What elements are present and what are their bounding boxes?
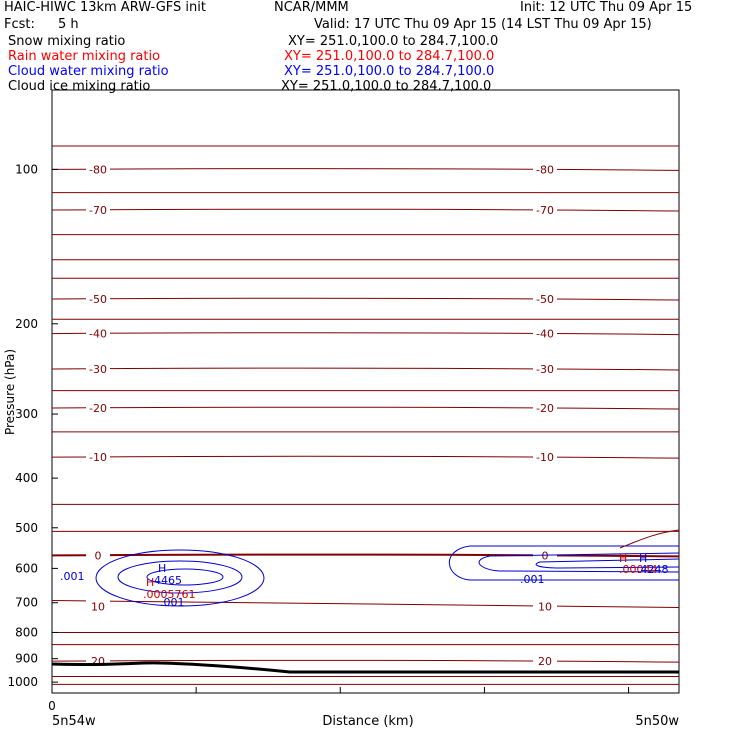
model-title: HAIC-HIWC 13km ARW-GFS init	[4, 0, 206, 15]
temperature-contours: -80 -80 -70 -70 -50 -50 -40 -40 -30 -30 -20 -20 -10 -…	[51, 145, 680, 685]
isotherm-label: -80	[536, 163, 554, 176]
isotherm-line	[51, 332, 680, 336]
isotherm-label: -40	[89, 328, 107, 341]
y-tick-label: 300	[15, 407, 38, 421]
isotherm-label: 20	[538, 655, 552, 668]
isotherm-label: 0	[95, 549, 102, 562]
cloud-water-max-value: .4248	[637, 563, 669, 576]
cloud-water-label: .001	[60, 570, 85, 583]
isotherm-line	[51, 659, 680, 663]
cloud-water-contours	[95, 529, 680, 607]
cloud-water-label: .001	[160, 596, 185, 609]
x-axis	[51, 687, 630, 693]
isotherm-label: -30	[536, 363, 554, 376]
y-axis-title: Pressure (hPa)	[3, 349, 17, 435]
isotherm-label: 10	[538, 601, 552, 614]
isotherm-label: -70	[536, 204, 554, 217]
terrain-line	[51, 661, 680, 674]
y-axis: 100 200 300 400 500 600 700 800 900 1000	[7, 162, 58, 689]
cloud-water-max-label: H	[158, 562, 166, 575]
field-rain-name: Rain water mixing ratio	[8, 49, 161, 64]
isotherm-label: -80	[89, 163, 107, 176]
cloud-water-max-value: 4465	[154, 574, 182, 587]
x-axis-title: Distance (km)	[322, 714, 413, 729]
isotherm-line	[51, 367, 680, 371]
rain-max-label: H	[146, 576, 154, 589]
init-time: Init: 12 UTC Thu 09 Apr 15	[520, 0, 693, 15]
rain-max-value: .0005761	[143, 588, 196, 601]
isotherm-label: -20	[536, 402, 554, 415]
cloud-water-contour	[117, 560, 243, 594]
isotherm-label: -40	[536, 328, 554, 341]
isotherm-label: -20	[89, 402, 107, 415]
isotherm-line	[51, 553, 680, 558]
x-left-location: 5n54w	[52, 714, 96, 729]
isotherm-label: -30	[89, 363, 107, 376]
y-tick-label: 100	[15, 162, 38, 176]
isotherm-label: -10	[89, 451, 107, 464]
y-tick-label: 400	[15, 471, 38, 485]
valid-time: Valid: 17 UTC Thu 09 Apr 15 (14 LST Thu …	[314, 17, 652, 32]
isotherm-line	[51, 455, 680, 459]
field-cloudwater-name: Cloud water mixing ratio	[8, 64, 169, 79]
isotherm-label: -70	[89, 204, 107, 217]
field-snow-xy: XY= 251.0,100.0 to 284.7,100.0	[288, 34, 499, 49]
y-tick-label: 500	[15, 521, 38, 535]
y-tick-label: 200	[15, 317, 38, 331]
field-rain-xy: XY= 251.0,100.0 to 284.7,100.0	[284, 49, 495, 64]
y-tick-label: 600	[15, 561, 38, 575]
y-tick-label: 1000	[7, 675, 38, 689]
isotherm-label: 0	[542, 549, 549, 562]
isotherm-line	[619, 529, 680, 549]
isotherm-label: 10	[91, 601, 105, 614]
cloud-water-contour	[448, 545, 679, 581]
y-tick-label: 700	[15, 596, 38, 610]
field-cloudwater-xy: XY= 251.0,100.0 to 284.7,100.0	[284, 64, 495, 79]
isotherm-line	[51, 168, 680, 171]
x-right-location: 5n50w	[635, 714, 679, 729]
isotherm-line	[51, 297, 680, 301]
isotherm-label: -10	[536, 451, 554, 464]
rain-max-label: H	[619, 552, 627, 565]
cloud-water-contour	[535, 558, 680, 569]
isotherm-line	[51, 406, 680, 410]
isotherm-label: -50	[536, 293, 554, 306]
center-label: NCAR/MMM	[274, 0, 349, 15]
rain-max-value: .00044	[619, 563, 658, 576]
cloud-water-max-label: H	[639, 552, 647, 565]
isotherm-label: -50	[89, 293, 107, 306]
cloud-water-contour	[146, 568, 224, 586]
field-snow-name: Snow mixing ratio	[8, 34, 126, 49]
isotherm-line	[51, 600, 680, 608]
fcst-value: 5 h	[58, 17, 79, 32]
fcst-label: Fcst:	[4, 17, 35, 32]
y-tick-label: 900	[15, 652, 38, 666]
isotherm-line	[51, 208, 680, 212]
cloud-water-contour	[478, 552, 680, 573]
y-tick-label: 800	[15, 625, 38, 639]
plot-frame	[51, 89, 680, 694]
cloud-water-contour	[95, 549, 265, 607]
isotherm-label: 20	[91, 655, 105, 668]
cloud-water-label: .001	[520, 573, 545, 586]
x-tick-zero: 0	[48, 699, 56, 713]
